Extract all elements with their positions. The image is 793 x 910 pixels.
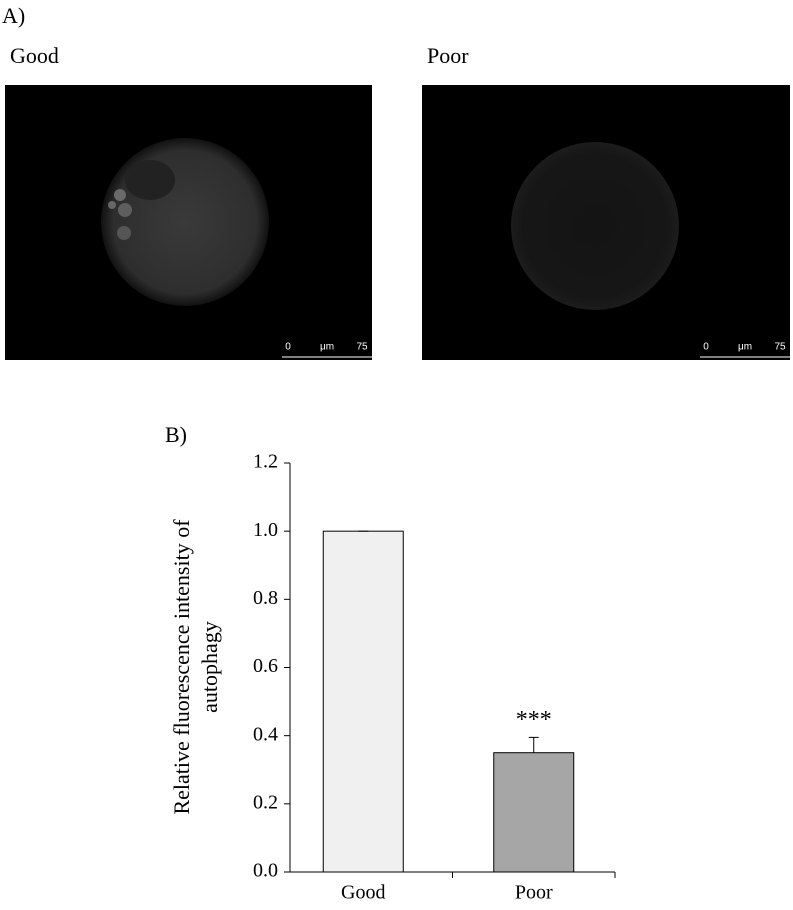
scale-label: 0	[703, 342, 709, 353]
y-axis-label: autophagy	[197, 621, 222, 713]
y-axis-label: Relative fluorescence intensity of	[169, 519, 194, 815]
y-tick-label: 0.8	[253, 587, 278, 609]
y-tick-label: 1.2	[253, 451, 278, 473]
annotation: ***	[516, 707, 552, 733]
x-tick-label: Good	[341, 882, 385, 904]
scale-label: μm	[320, 342, 334, 353]
bar	[322, 530, 404, 873]
y-tick-label: 0.6	[253, 655, 278, 677]
y-tick-label: 0.2	[253, 791, 278, 813]
bar-chart: 0.0 0.2 0.4 0.6 0.8 1.0 1.2 Good Poor ***	[253, 451, 616, 904]
image-title: Good	[10, 43, 59, 68]
y-tick-label: 0.4	[253, 723, 278, 745]
micrograph: 0 μm 75	[422, 85, 790, 360]
y-tick-label: 0.0	[253, 860, 278, 882]
bar	[493, 752, 575, 873]
image-title: Poor	[427, 43, 469, 68]
scale-label: 75	[774, 342, 786, 353]
y-tick-label: 1.0	[253, 519, 278, 541]
scale-label: μm	[738, 342, 752, 353]
micrograph: 0 μm 75	[5, 85, 372, 360]
scale-label: 75	[356, 342, 368, 353]
scale-label: 0	[285, 342, 291, 353]
panel-label: A)	[2, 3, 25, 28]
panel-label: B)	[165, 422, 187, 447]
x-tick-label: Poor	[515, 882, 553, 904]
